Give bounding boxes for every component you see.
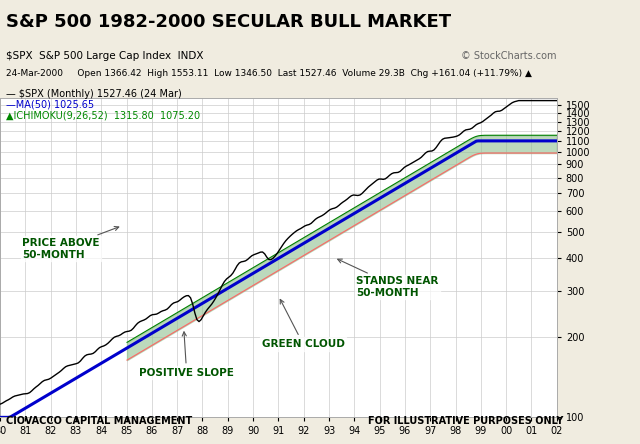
- Text: POSITIVE SLOPE: POSITIVE SLOPE: [140, 332, 234, 378]
- Text: © StockCharts.com: © StockCharts.com: [461, 51, 556, 61]
- Text: STANDS NEAR
50-MONTH: STANDS NEAR 50-MONTH: [338, 259, 439, 298]
- Text: GREEN CLOUD: GREEN CLOUD: [262, 299, 344, 349]
- Text: PRICE ABOVE
50-MONTH: PRICE ABOVE 50-MONTH: [22, 226, 119, 260]
- Text: ▲ICHIMOKU(9,26,52)  1315.80  1075.20: ▲ICHIMOKU(9,26,52) 1315.80 1075.20: [6, 111, 200, 121]
- Text: 24-Mar-2000     Open 1366.42  High 1553.11  Low 1346.50  Last 1527.46  Volume 29: 24-Mar-2000 Open 1366.42 High 1553.11 Lo…: [6, 69, 532, 78]
- Text: — $SPX (Monthly) 1527.46 (24 Mar): — $SPX (Monthly) 1527.46 (24 Mar): [6, 89, 182, 99]
- Text: $SPX  S&P 500 Large Cap Index  INDX: $SPX S&P 500 Large Cap Index INDX: [6, 51, 204, 61]
- Text: CIOVACCO CAPITAL MANAGEMENT: CIOVACCO CAPITAL MANAGEMENT: [6, 416, 193, 426]
- Text: FOR ILLUSTRATIVE PURPOSES ONLY: FOR ILLUSTRATIVE PURPOSES ONLY: [368, 416, 563, 426]
- Text: S&P 500 1982-2000 SECULAR BULL MARKET: S&P 500 1982-2000 SECULAR BULL MARKET: [6, 13, 452, 32]
- Text: —MA(50) 1025.65: —MA(50) 1025.65: [6, 100, 95, 110]
